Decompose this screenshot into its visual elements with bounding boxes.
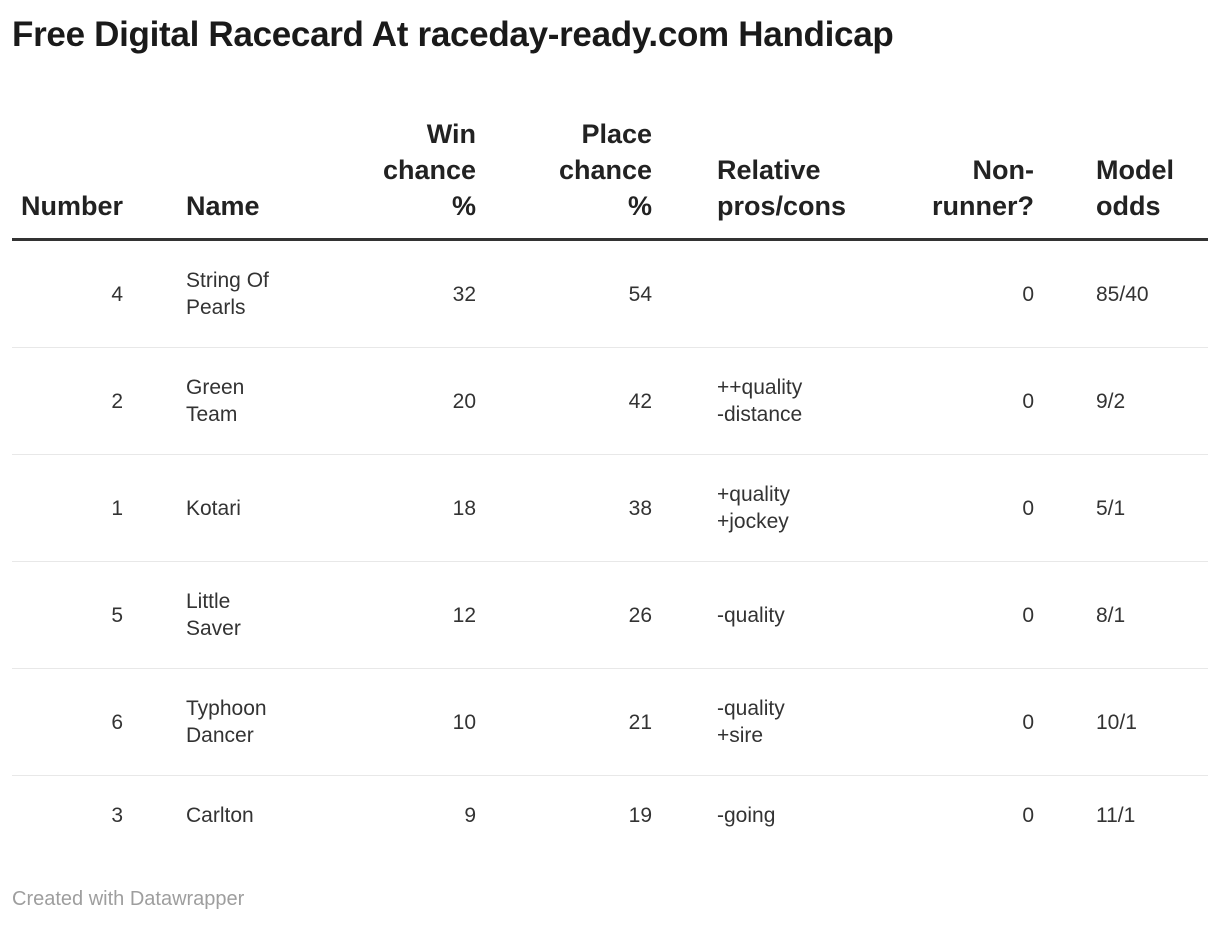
table-row: 2 Green Team 20 42 ++quality -distance 0… (12, 347, 1208, 455)
column-header-non-runner: Non- runner? (917, 102, 1034, 241)
cell-place-chance: 54 (476, 239, 652, 348)
cell-place-chance: 38 (476, 454, 652, 562)
cell-pros-cons: -going (717, 804, 776, 827)
chart-title: Free Digital Racecard At raceday-ready.c… (12, 15, 894, 54)
cell-name: Little Saver (123, 561, 356, 669)
cell-win-chance: 12 (356, 561, 476, 669)
cell-name: Kotari (123, 454, 356, 562)
cell-pros-cons (652, 239, 917, 348)
cell-model-odds: 10/1 (1034, 668, 1208, 776)
cell-name: String Of Pearls (123, 239, 356, 348)
cell-non-runner: 0 (917, 347, 1034, 455)
cell-place-chance: 19 (628, 804, 652, 827)
cell-number: 2 (12, 347, 123, 455)
cell-number: 5 (12, 561, 123, 669)
cell-win-chance: 18 (356, 454, 476, 562)
column-header-pros-cons: Relative pros/cons (652, 102, 917, 241)
column-header-win-chance: Win chance % (356, 102, 476, 241)
cell-place-chance: 21 (476, 668, 652, 776)
table-row: 3 Carlton 9 19 -going 0 11/1 (12, 776, 1208, 856)
cell-model-odds: 5/1 (1034, 454, 1208, 562)
cell-pros-cons: -quality (652, 561, 917, 669)
table-row: 5 Little Saver 12 26 -quality 0 8/1 (12, 561, 1208, 669)
cell-number: 3 (111, 804, 123, 827)
cell-pros-cons: -quality +sire (652, 668, 917, 776)
cell-number: 4 (12, 239, 123, 348)
column-header-place-chance: Place chance % (476, 102, 652, 241)
column-header-number: Number (12, 102, 123, 241)
table-row: 6 Typhoon Dancer 10 21 -quality +sire 0 … (12, 668, 1208, 776)
cell-win-chance: 32 (356, 239, 476, 348)
chart-container: Free Digital Racecard At raceday-ready.c… (0, 14, 1220, 911)
cell-place-chance: 26 (476, 561, 652, 669)
cell-win-chance: 10 (356, 668, 476, 776)
cell-model-odds: 11/1 (1096, 804, 1136, 827)
cell-pros-cons: ++quality -distance (652, 347, 917, 455)
cell-name: Carlton (186, 804, 254, 827)
cell-non-runner: 0 (917, 561, 1034, 669)
cell-model-odds: 9/2 (1034, 347, 1208, 455)
header-row: Number Name Win chance % Place chance % … (12, 102, 1208, 241)
cell-non-runner: 0 (917, 239, 1034, 348)
cell-model-odds: 8/1 (1034, 561, 1208, 669)
cell-number: 6 (12, 668, 123, 776)
cell-win-chance: 20 (356, 347, 476, 455)
cell-name: Typhoon Dancer (123, 668, 356, 776)
column-header-name: Name (123, 102, 356, 241)
cell-name: Green Team (123, 347, 356, 455)
cell-number: 1 (12, 454, 123, 562)
cell-place-chance: 42 (476, 347, 652, 455)
table-body: 4 String Of Pearls 32 54 0 85/40 2 Green… (12, 239, 1208, 856)
table-row: 1 Kotari 18 38 +quality +jockey 0 5/1 (12, 454, 1208, 562)
column-header-model-odds: Model odds (1034, 102, 1208, 241)
table-row: 4 String Of Pearls 32 54 0 85/40 (12, 239, 1208, 348)
table-header: Number Name Win chance % Place chance % … (12, 102, 1208, 241)
cell-win-chance: 9 (464, 804, 476, 827)
cell-model-odds: 85/40 (1034, 239, 1208, 348)
cell-non-runner: 0 (1022, 804, 1034, 827)
racecard-table: Number Name Win chance % Place chance % … (12, 102, 1208, 855)
cell-non-runner: 0 (917, 454, 1034, 562)
cell-non-runner: 0 (917, 668, 1034, 776)
cell-pros-cons: +quality +jockey (652, 454, 917, 562)
datawrapper-credit: Created with Datawrapper (12, 888, 245, 910)
